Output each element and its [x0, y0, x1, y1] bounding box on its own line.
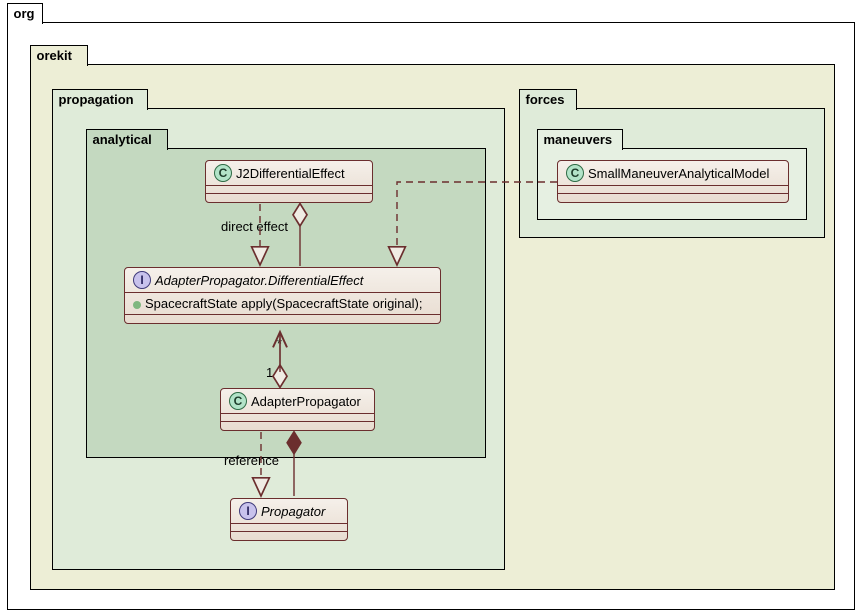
class-compartment: [221, 422, 374, 430]
class-name: J2DifferentialEffect: [236, 166, 345, 181]
package-forces-tab: forces: [519, 89, 577, 110]
edge-label-direct-effect: direct effect: [221, 219, 288, 234]
class-header: C AdapterPropagator: [221, 389, 374, 414]
class-name: AdapterPropagator.DifferentialEffect: [155, 273, 363, 288]
edge-label-reference: reference: [224, 453, 279, 468]
visibility-dot-icon: [133, 301, 141, 309]
class-header: I Propagator: [231, 499, 347, 524]
interface-differentialeffect: I AdapterPropagator.DifferentialEffect S…: [124, 267, 441, 324]
interface-propagator: I Propagator: [230, 498, 348, 541]
package-analytical-tab: analytical: [86, 129, 168, 150]
class-badge-icon: C: [229, 392, 247, 410]
class-compartment: [125, 315, 440, 323]
method-signature: SpacecraftState apply(SpacecraftState or…: [145, 296, 422, 311]
class-compartment: [206, 194, 372, 202]
class-compartment: [231, 532, 347, 540]
class-name: AdapterPropagator: [251, 394, 361, 409]
package-analytical-label: analytical: [93, 132, 152, 147]
package-maneuvers-label: maneuvers: [544, 132, 613, 147]
class-header: C SmallManeuverAnalyticalModel: [558, 161, 788, 186]
interface-badge-icon: I: [239, 502, 257, 520]
class-header: I AdapterPropagator.DifferentialEffect: [125, 268, 440, 293]
package-org-tab: org: [7, 3, 44, 24]
package-org-label: org: [14, 6, 35, 21]
class-adapterpropagator: C AdapterPropagator: [220, 388, 375, 431]
interface-badge-icon: I: [133, 271, 151, 289]
class-method-row: SpacecraftState apply(SpacecraftState or…: [125, 293, 440, 315]
package-propagation-tab: propagation: [52, 89, 148, 110]
class-smallmaneuveranalyticalmodel: C SmallManeuverAnalyticalModel: [557, 160, 789, 203]
class-compartment: [206, 186, 372, 194]
package-orekit-label: orekit: [37, 48, 72, 63]
class-compartment: [231, 524, 347, 532]
class-badge-icon: C: [214, 164, 232, 182]
package-propagation-label: propagation: [59, 92, 134, 107]
package-maneuvers-tab: maneuvers: [537, 129, 623, 150]
class-compartment: [558, 194, 788, 202]
class-header: C J2DifferentialEffect: [206, 161, 372, 186]
class-compartment: [221, 414, 374, 422]
class-name: Propagator: [261, 504, 325, 519]
package-forces-label: forces: [526, 92, 565, 107]
diagram-canvas: org orekit propagation analytical forces…: [0, 0, 862, 616]
package-orekit-tab: orekit: [30, 45, 88, 66]
class-j2differentialeffect: C J2DifferentialEffect: [205, 160, 373, 203]
class-name: SmallManeuverAnalyticalModel: [588, 166, 769, 181]
class-badge-icon: C: [566, 164, 584, 182]
edge-label-one: 1: [266, 365, 273, 380]
edge-label-star: *: [277, 336, 282, 351]
class-compartment: [558, 186, 788, 194]
